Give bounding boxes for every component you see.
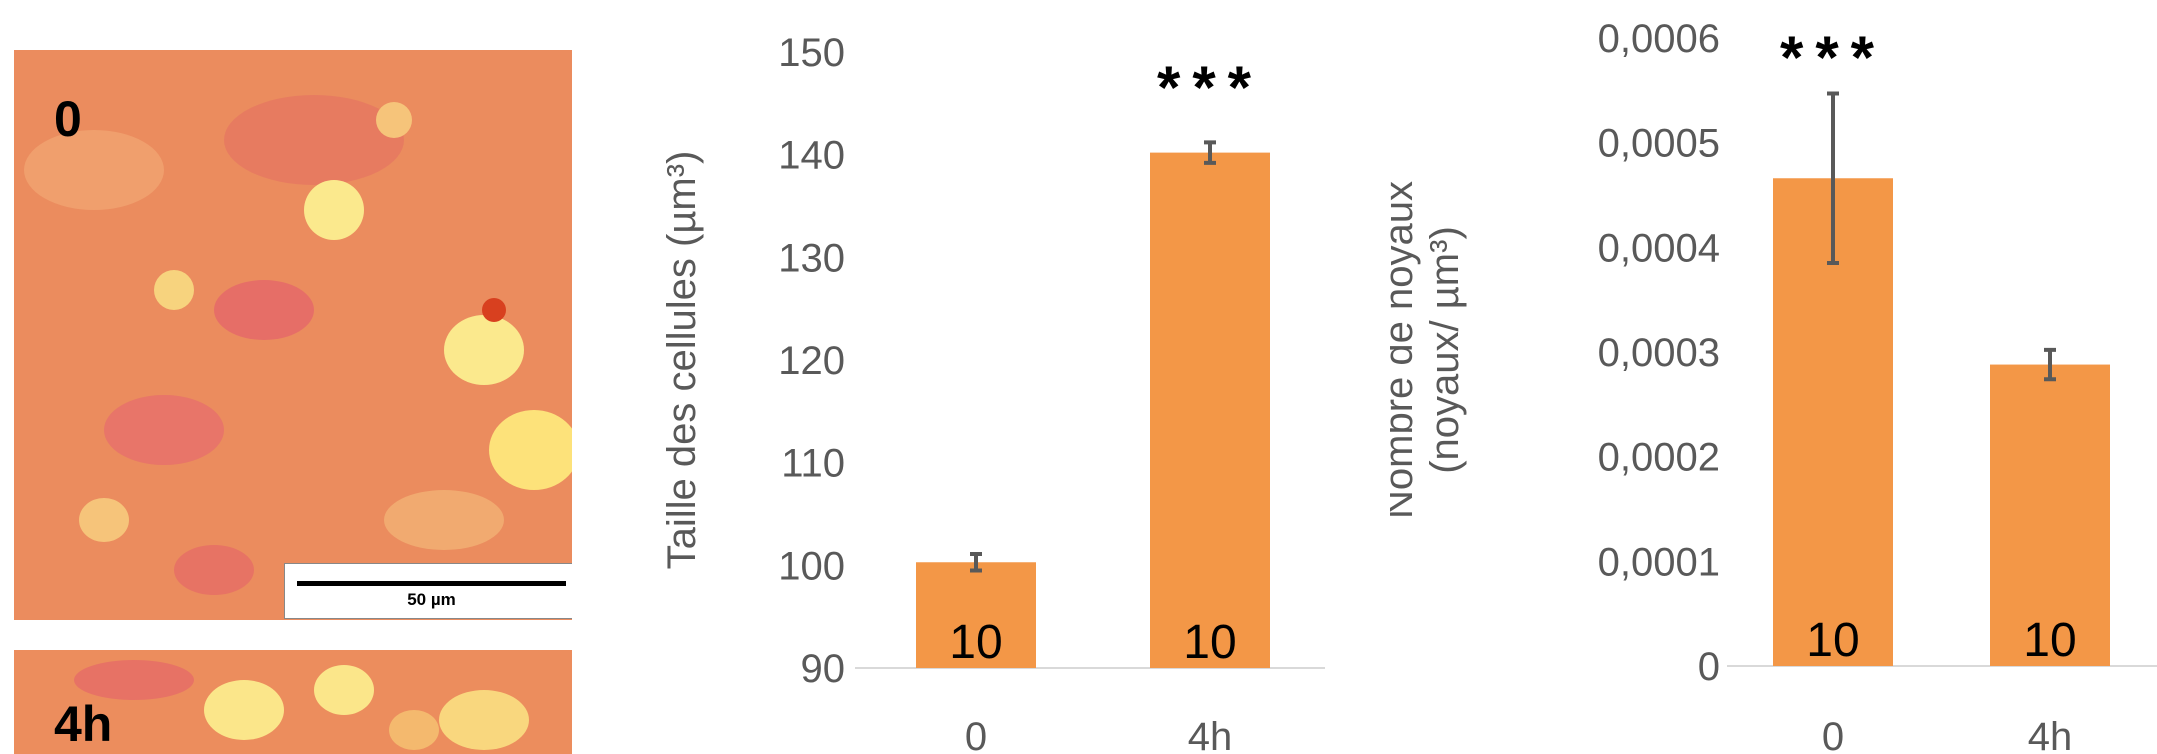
error-bar	[1204, 140, 1216, 165]
y-tick-label: 0,0006	[1598, 17, 1720, 61]
x-tick-label: 0	[1822, 715, 1844, 754]
x-tick-label: 4h	[1188, 715, 1233, 754]
bar	[916, 562, 1036, 668]
x-tick-label: 4h	[2028, 715, 2073, 754]
y-tick-label: 0,0003	[1598, 331, 1720, 375]
y-tick-label: 0,0004	[1598, 226, 1720, 270]
micrograph-4h: 4h	[14, 650, 572, 754]
y-axis-ticks: 0 0,0001 0,0002 0,0003 0,0004 0,0005 0,0006	[1598, 17, 1720, 689]
error-bar	[970, 552, 982, 573]
bar-count-label: 10	[1183, 616, 1236, 669]
error-bar	[1827, 91, 1839, 266]
tissue-texture	[14, 50, 572, 620]
micrograph-label: 0	[54, 91, 82, 147]
y-tick-label: 100	[778, 544, 845, 588]
y-tick-label: 150	[778, 31, 845, 75]
y-tick-label: 0,0005	[1598, 122, 1720, 166]
error-bar	[2044, 347, 2056, 382]
bar-count-label: 10	[1806, 614, 1859, 667]
x-tick-label: 0	[965, 715, 987, 754]
significance-marker: ***	[1780, 24, 1886, 91]
bars: 10 0 10 4h ***	[916, 54, 1270, 754]
y-tick-label: 140	[778, 134, 845, 178]
y-tick-label: 110	[781, 442, 845, 486]
bar-count-label: 10	[949, 616, 1002, 669]
scale-bar: 50 µm	[284, 563, 572, 619]
y-axis-ticks: 90 100 110 120 130 140 150	[778, 31, 845, 691]
y-tick-label: 120	[778, 339, 845, 383]
scale-bar-line	[297, 581, 566, 586]
scale-bar-label: 50 µm	[407, 590, 456, 609]
tissue-texture	[14, 650, 572, 754]
y-axis-label: Nombre de noyaux(noyaux/ µm³)	[1390, 181, 1467, 519]
bar-count-label: 10	[2023, 614, 2076, 667]
micrograph-label: 4h	[54, 696, 113, 752]
y-tick-label: 90	[801, 647, 846, 691]
y-axis-label: Taille des cellules (µm³)	[660, 151, 704, 570]
significance-marker: ***	[1157, 54, 1263, 121]
y-tick-label: 130	[778, 236, 845, 280]
y-tick-label: 0,0002	[1598, 436, 1720, 480]
y-tick-label: 0	[1698, 645, 1720, 689]
bars: 10 0 *** 10 4h	[1773, 24, 2110, 754]
bar	[1990, 364, 2110, 666]
bar	[1150, 152, 1270, 668]
y-tick-label: 0,0001	[1598, 540, 1720, 584]
nuclei-count-chart: Nombre de noyaux(noyaux/ µm³) 0 0,0001 0,0…	[1390, 17, 2157, 754]
micrograph-0h: 0 50 µm	[14, 50, 572, 620]
cell-size-chart: Taille des cellules (µm³) 90100110120130…	[660, 31, 1325, 754]
